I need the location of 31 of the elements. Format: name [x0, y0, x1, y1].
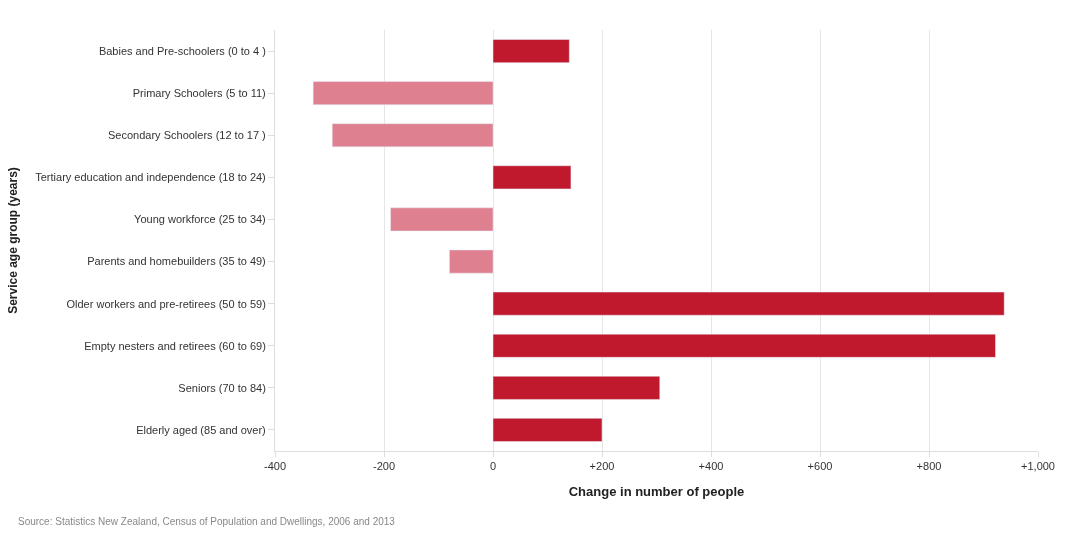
y-tick-label: Primary Schoolers (5 to 11)	[132, 87, 266, 99]
source-note: Source: Statistics New Zealand, Census of Population and Dwellings, 2006 and 2013	[18, 516, 396, 527]
bar	[492, 376, 661, 400]
y-tick-label: Elderly aged (85 and over)	[136, 423, 266, 436]
y-tick-label: Secondary Schoolers (12 to 17 )	[108, 129, 266, 142]
y-tick-label: Parents and homebuilders (35 to 49)	[87, 255, 266, 268]
x-tick-label: +200	[589, 460, 615, 473]
y-tick-label: Empty nesters and retirees (60 to 69)	[84, 339, 266, 352]
y-axis-title: Service age group (years)	[5, 167, 20, 314]
bar	[312, 81, 494, 105]
bar	[449, 249, 494, 274]
x-axis-title: Change in number of people	[568, 483, 745, 499]
y-tick-label: Seniors (70 to 84)	[178, 381, 266, 394]
x-tick-label: +1,000	[1021, 460, 1055, 473]
x-tick-label: +400	[698, 460, 724, 473]
y-tick-label: Babies and Pre-schoolers (0 to 4 )	[98, 44, 266, 57]
x-tick-label: -400	[263, 460, 287, 473]
y-tick-label: Older workers and pre-retirees (50 to 59)	[66, 297, 266, 310]
y-tick-label: Tertiary education and independence (18 to 24)	[35, 171, 266, 184]
bar	[390, 207, 494, 232]
x-tick-label: +800	[916, 460, 942, 473]
bar	[492, 165, 572, 190]
bar	[492, 418, 603, 442]
x-tick-label: 0	[489, 460, 497, 473]
bar	[492, 39, 570, 63]
y-tick-label: Young workforce (25 to 34)	[134, 213, 266, 226]
bar	[331, 123, 494, 148]
bar	[492, 333, 996, 358]
x-tick-label: -200	[372, 460, 396, 473]
x-tick-label: +600	[807, 460, 833, 473]
bar	[492, 291, 1005, 316]
